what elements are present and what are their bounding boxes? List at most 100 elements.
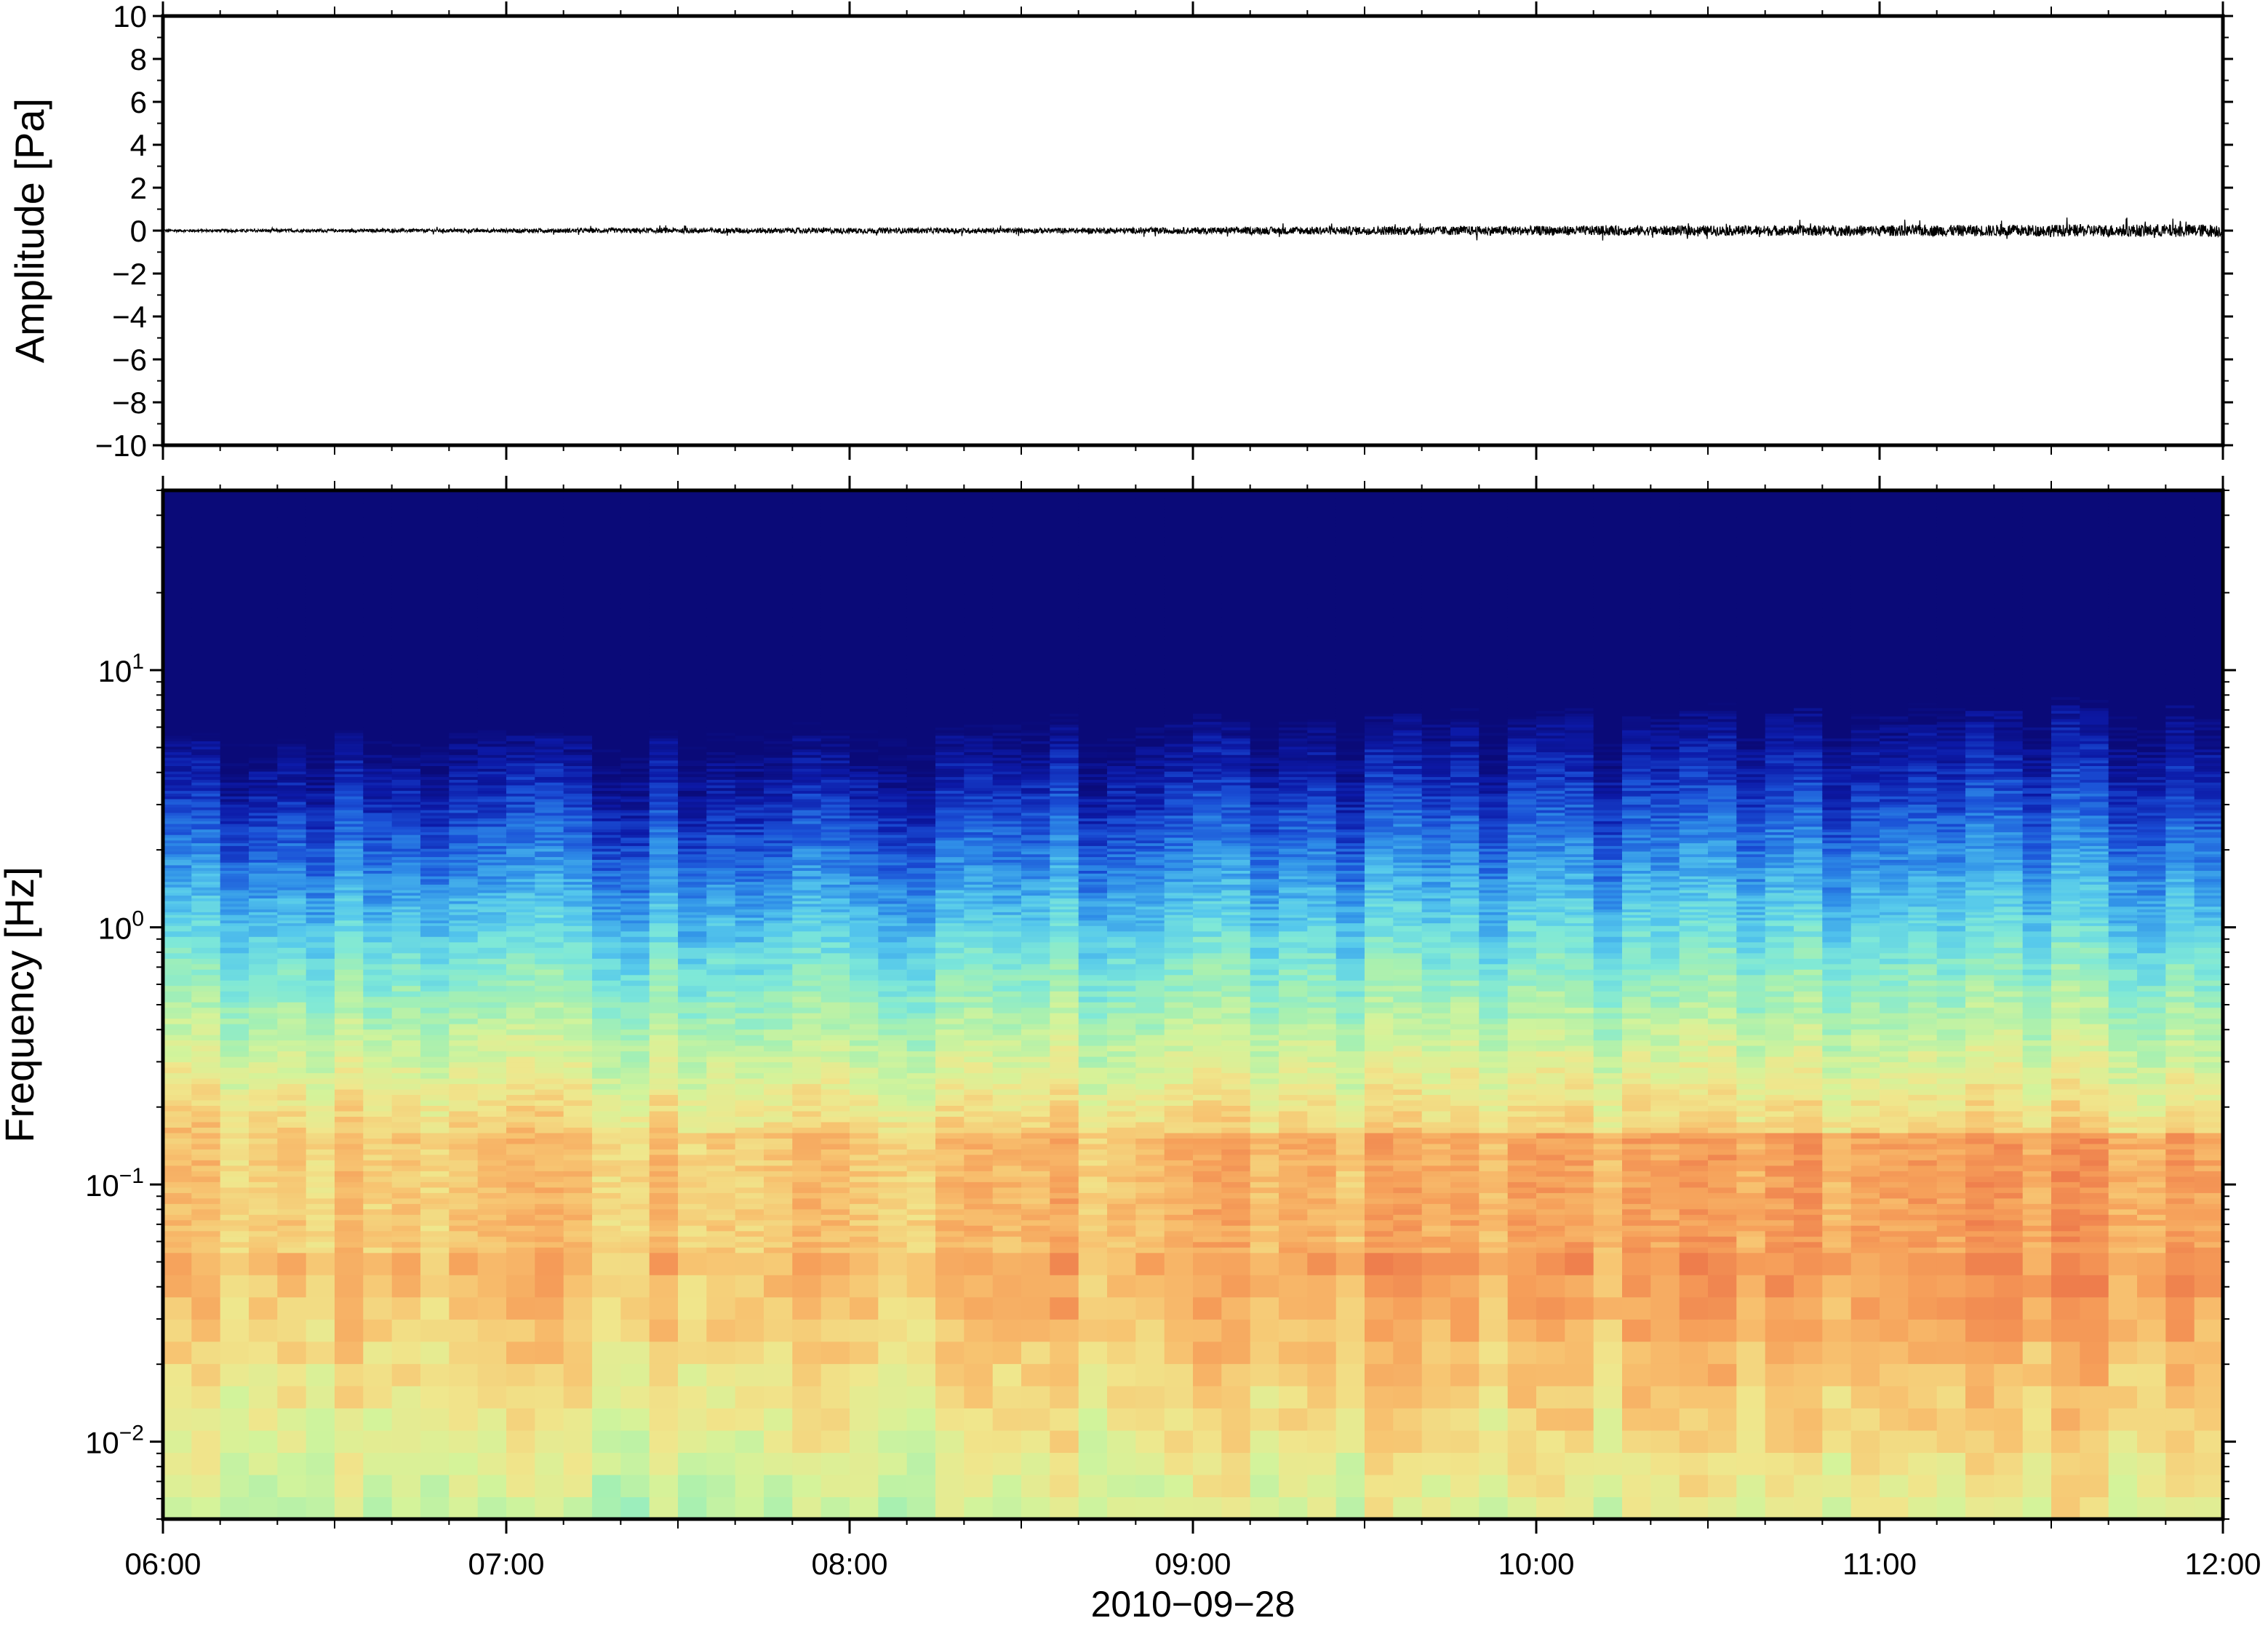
spectrogram-cell: [478, 810, 507, 813]
spectrogram-cell: [764, 1253, 793, 1275]
spectrogram-cell: [535, 826, 564, 829]
spectrogram-cell: [420, 834, 450, 837]
spectrogram-cell: [306, 699, 335, 702]
spectrogram-cell: [277, 1386, 306, 1408]
spectrogram-cell: [478, 796, 507, 799]
spectrogram-cell: [306, 663, 335, 666]
spectrogram-cell: [249, 1051, 278, 1057]
spectrogram-cell: [420, 1242, 450, 1248]
spectrogram-cell: [706, 1149, 735, 1155]
spectrogram-cell: [535, 722, 564, 725]
spectrogram-cell: [335, 1100, 364, 1106]
spectrogram-cell: [506, 548, 535, 551]
spectrogram-cell: [277, 567, 306, 570]
spectrogram-cell: [306, 520, 335, 523]
spectrogram-cell: [420, 1319, 450, 1342]
spectrogram-cell: [420, 975, 450, 981]
spectrogram-cell: [706, 1203, 735, 1209]
spectrogram-cell: [592, 791, 621, 794]
spectrogram-cell: [449, 562, 478, 565]
spectrogram-cell: [420, 1253, 450, 1275]
spectrogram-cell: [220, 639, 249, 642]
spectrogram-cell: [620, 882, 650, 885]
spectrogram-cell: [249, 788, 278, 791]
spectrogram-cell: [592, 583, 621, 586]
spectrogram-cell: [420, 896, 450, 898]
spectrogram-cell: [191, 821, 220, 824]
spectrogram-cell: [191, 600, 220, 603]
spectrogram-cell: [678, 997, 707, 1003]
spectrogram-cell: [564, 1203, 593, 1209]
spectrogram-cell: [592, 733, 621, 736]
spectrogram-cell: [449, 964, 478, 970]
spectrogram-cell: [420, 1089, 450, 1095]
spectrogram-cell: [564, 691, 593, 694]
spectrogram-cell: [420, 958, 450, 964]
spectrogram-cell: [220, 873, 249, 876]
spectrogram-cell: [678, 890, 707, 893]
spectrogram-cell: [163, 1247, 192, 1253]
spectrogram-cell: [306, 749, 335, 752]
spectrogram-cell: [306, 1144, 335, 1149]
spectrogram-cell: [191, 851, 220, 854]
spectrogram-cell: [335, 509, 364, 512]
spectrogram-cell: [764, 1452, 793, 1475]
spectrogram-cell: [506, 1192, 535, 1198]
spectrogram-cell: [449, 565, 478, 567]
spectrogram-cell: [277, 617, 306, 620]
spectrogram-cell: [392, 575, 421, 578]
spectrogram-cell: [163, 931, 192, 937]
spectrogram-cell: [191, 592, 220, 595]
spectrogram-cell: [478, 702, 507, 705]
spectrogram-cell: [191, 1209, 220, 1215]
spectrogram-cell: [306, 628, 335, 631]
spectrogram-cell: [678, 901, 707, 904]
spectrogram-cell: [592, 837, 621, 840]
spectrogram-cell: [220, 1133, 249, 1139]
spectrogram-cell: [735, 779, 764, 782]
spectrogram-cell: [650, 655, 679, 658]
spectrogram-cell: [478, 1029, 507, 1035]
spectrogram-cell: [335, 501, 364, 503]
spectrogram-cell: [706, 744, 735, 746]
spectrogram-cell: [478, 1067, 507, 1073]
spectrogram-cell: [735, 1051, 764, 1057]
spectrogram-cell: [735, 691, 764, 694]
spectrogram-cell: [620, 622, 650, 625]
spectrogram-cell: [678, 1231, 707, 1237]
spectrogram-cell: [163, 953, 192, 959]
spectrogram-cell: [449, 1198, 478, 1204]
spectrogram-cell: [306, 906, 335, 909]
spectrogram-cell: [249, 540, 278, 543]
spectrogram-cell: [220, 1045, 249, 1051]
spectrogram-cell: [277, 517, 306, 520]
spectrogram-cell: [678, 906, 707, 909]
spectrogram-cell: [478, 738, 507, 741]
spectrogram-cell: [706, 633, 735, 636]
spectrogram-cell: [191, 597, 220, 600]
spectrogram-cell: [249, 896, 278, 898]
spectrogram-cell: [678, 542, 707, 545]
spectrogram-cell: [335, 1073, 364, 1079]
spectrogram-cell: [277, 1247, 306, 1253]
spectrogram-cell: [363, 1045, 392, 1051]
spectrogram-cell: [478, 685, 507, 688]
spectrogram-cell: [363, 1024, 392, 1029]
spectrogram-cell: [420, 1171, 450, 1176]
spectrogram-cell: [220, 1187, 249, 1193]
spectrogram-cell: [163, 1116, 192, 1122]
spectrogram-cell: [564, 738, 593, 741]
spectrogram-cell: [564, 694, 593, 697]
spectrogram-cell: [564, 1475, 593, 1497]
spectrogram-cell: [335, 785, 364, 788]
spectrogram-cell: [277, 661, 306, 663]
spectrogram-cell: [706, 1242, 735, 1248]
spectrogram-cell: [277, 920, 306, 923]
spectrogram-cell: [592, 631, 621, 634]
spectrogram-cell: [564, 655, 593, 658]
spectrogram-cell: [277, 785, 306, 788]
spectrogram-cell: [735, 512, 764, 515]
spectrogram-cell: [220, 562, 249, 565]
spectrogram-cell: [392, 898, 421, 901]
spectrogram-cell: [706, 551, 735, 554]
